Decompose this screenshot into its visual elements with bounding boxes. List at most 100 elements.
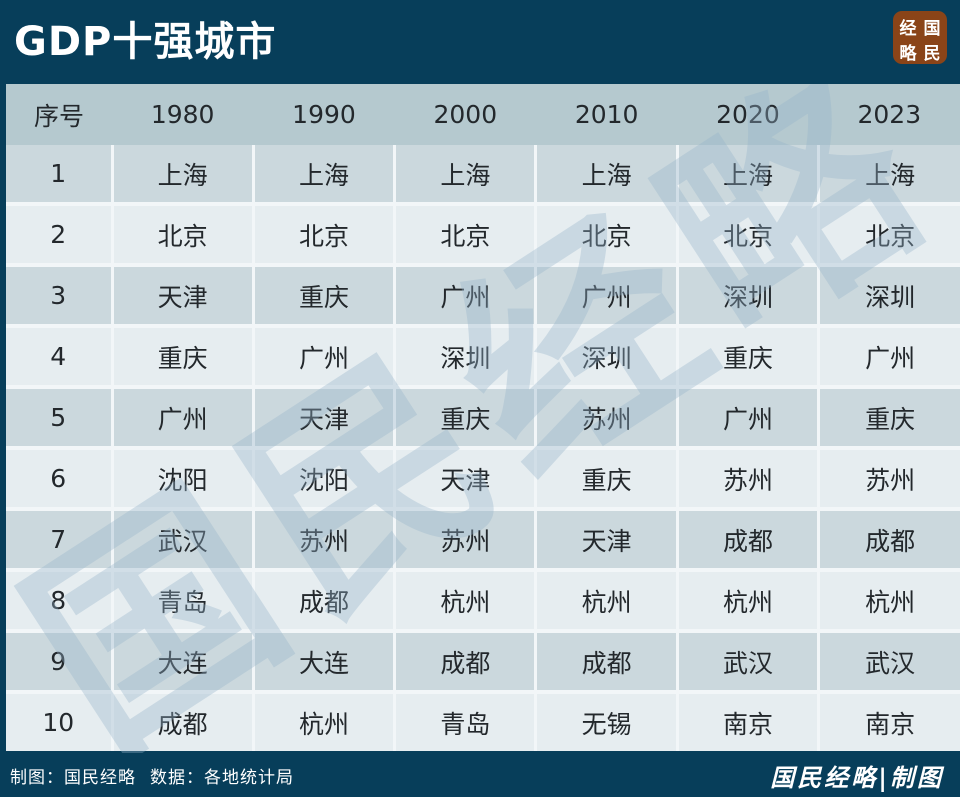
footer-brand-signature: 国民经略|制图: [770, 762, 944, 792]
footer-credit-maker: 制图：国民经略: [10, 767, 136, 788]
city-cell: 成都: [251, 568, 395, 631]
rank-cell: 5: [6, 385, 112, 448]
city-cell: 杭州: [817, 568, 960, 631]
table-body: 1 上海 上海 上海 上海 上海 上海 2 北京 北京 北京 北京 北京 北京 3 天津 重庆 广州 广州 深圳 深圳 4…: [6, 145, 960, 751]
city-cell: 杭州: [675, 568, 819, 631]
city-cell: 成都: [675, 507, 819, 570]
rank-cell: 1: [6, 145, 112, 204]
page-title: GDP十强城市: [14, 19, 277, 65]
column-header-year: 2010: [535, 84, 678, 145]
city-cell: 重庆: [534, 446, 678, 509]
city-cell: 天津: [393, 446, 536, 509]
city-cell: 北京: [534, 202, 678, 265]
city-cell: 苏州: [534, 385, 678, 448]
city-cell: 广州: [393, 263, 536, 326]
city-cell: 沈阳: [251, 446, 395, 509]
city-cell: 深圳: [817, 263, 960, 326]
column-header-year: 1980: [112, 84, 254, 145]
city-cell: 苏州: [393, 507, 536, 570]
badge-char: 经: [899, 19, 917, 39]
city-cell: 成都: [393, 629, 536, 692]
city-cell: 青岛: [393, 690, 536, 751]
city-cell: 成都: [534, 629, 678, 692]
badge-char: 国: [923, 19, 941, 39]
city-cell: 深圳: [393, 324, 536, 387]
badge-char: 民: [923, 44, 941, 64]
footer-data-source: 数据：各地统计局: [150, 767, 294, 788]
column-header-year: 2020: [677, 84, 819, 145]
column-header-rank: 序号: [6, 84, 112, 145]
rank-cell: 9: [6, 629, 112, 692]
city-cell: 上海: [534, 145, 678, 204]
city-cell: 北京: [393, 202, 536, 265]
column-header-year: 1990: [253, 84, 395, 145]
rank-cell: 3: [6, 263, 112, 326]
city-cell: 苏州: [675, 446, 819, 509]
rank-cell: 8: [6, 568, 112, 631]
city-cell: 南京: [675, 690, 819, 751]
rank-cell: 2: [6, 202, 112, 265]
city-cell: 大连: [251, 629, 395, 692]
table-row: 8 青岛 成都 杭州 杭州 杭州 杭州: [6, 568, 960, 631]
table-row: 4 重庆 广州 深圳 深圳 重庆 广州: [6, 324, 960, 387]
city-cell: 广州: [817, 324, 960, 387]
city-cell: 大连: [110, 629, 254, 692]
city-cell: 重庆: [817, 385, 960, 448]
city-cell: 武汉: [110, 507, 254, 570]
table-row: 5 广州 天津 重庆 苏州 广州 重庆: [6, 385, 960, 448]
city-cell: 上海: [393, 145, 536, 204]
table-row: 10 成都 杭州 青岛 无锡 南京 南京: [6, 690, 960, 751]
rank-cell: 4: [6, 324, 112, 387]
city-cell: 成都: [817, 507, 960, 570]
city-cell: 北京: [675, 202, 819, 265]
city-cell: 广州: [534, 263, 678, 326]
title-band: GDP十强城市 经 国 略 民: [0, 0, 960, 84]
table-row: 7 武汉 苏州 苏州 天津 成都 成都: [6, 507, 960, 570]
city-cell: 天津: [110, 263, 254, 326]
gdp-ranking-table: 序号 1980 1990 2000 2010 2020 2023 1 上海 上海 上海 上海 上海 上海…: [6, 84, 960, 751]
city-cell: 青岛: [110, 568, 254, 631]
rank-cell: 6: [6, 446, 112, 509]
city-cell: 上海: [817, 145, 960, 204]
table-row: 9 大连 大连 成都 成都 武汉 武汉: [6, 629, 960, 692]
city-cell: 广州: [110, 385, 254, 448]
city-cell: 重庆: [251, 263, 395, 326]
city-cell: 重庆: [393, 385, 536, 448]
city-cell: 重庆: [110, 324, 254, 387]
city-cell: 重庆: [675, 324, 819, 387]
city-cell: 上海: [675, 145, 819, 204]
table-row: 6 沈阳 沈阳 天津 重庆 苏州 苏州: [6, 446, 960, 509]
table-row: 3 天津 重庆 广州 广州 深圳 深圳: [6, 263, 960, 326]
city-cell: 杭州: [251, 690, 395, 751]
city-cell: 深圳: [675, 263, 819, 326]
rank-cell: 10: [6, 690, 112, 751]
city-cell: 武汉: [817, 629, 960, 692]
table-row: 2 北京 北京 北京 北京 北京 北京: [6, 202, 960, 265]
column-header-year: 2000: [394, 84, 536, 145]
city-cell: 广州: [675, 385, 819, 448]
city-cell: 苏州: [251, 507, 395, 570]
city-cell: 北京: [110, 202, 254, 265]
city-cell: 天津: [534, 507, 678, 570]
city-cell: 北京: [251, 202, 395, 265]
city-cell: 上海: [110, 145, 254, 204]
city-cell: 南京: [817, 690, 960, 751]
footer-band: 制图：国民经略 数据：各地统计局 国民经略|制图: [0, 753, 960, 797]
badge-char: 略: [899, 44, 917, 64]
city-cell: 杭州: [393, 568, 536, 631]
brand-badge-icon: 经 国 略 民: [893, 11, 947, 64]
city-cell: 天津: [251, 385, 395, 448]
rank-cell: 7: [6, 507, 112, 570]
column-header-year: 2023: [818, 84, 960, 145]
city-cell: 杭州: [534, 568, 678, 631]
city-cell: 沈阳: [110, 446, 254, 509]
table-row: 1 上海 上海 上海 上海 上海 上海: [6, 145, 960, 204]
city-cell: 苏州: [817, 446, 960, 509]
city-cell: 深圳: [534, 324, 678, 387]
table-area: 序号 1980 1990 2000 2010 2020 2023 1 上海 上海 上海 上海 上海 上海…: [6, 84, 960, 753]
city-cell: 无锡: [534, 690, 678, 751]
city-cell: 成都: [110, 690, 254, 751]
city-cell: 广州: [251, 324, 395, 387]
footer-credits: 制图：国民经略 数据：各地统计局: [10, 763, 294, 788]
